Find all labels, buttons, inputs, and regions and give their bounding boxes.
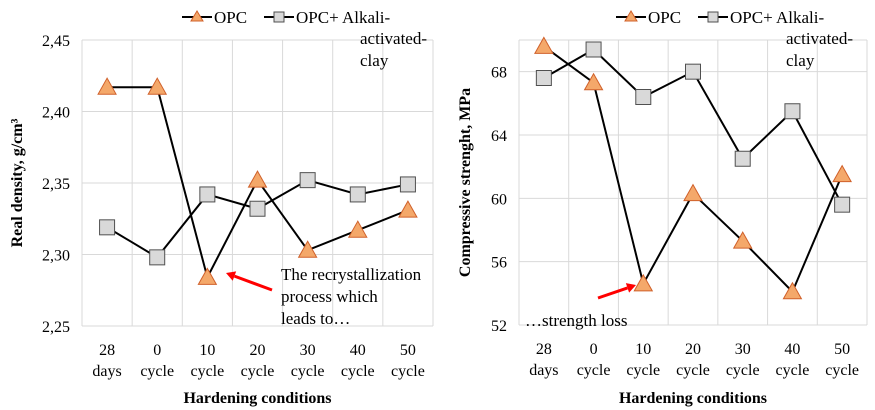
x-tick-label: 10 (199, 342, 215, 359)
x-tick-label: 28 (99, 342, 115, 359)
x-tick-label: 40 (784, 341, 800, 358)
mix-data-point (99, 219, 116, 236)
legend-mix-label: clay (786, 51, 815, 70)
opc-data-point (683, 183, 703, 202)
opc-data-point (297, 240, 318, 258)
mix-data-point (635, 89, 652, 105)
x-axis-title: Hardening conditions (183, 390, 331, 407)
legend-square-icon (707, 11, 719, 23)
y-tick-label: 2,25 (42, 319, 70, 336)
legend: OPC OPC+ Alkali-activated-clay (182, 8, 427, 70)
x-axis-title: Hardening conditions (619, 390, 767, 407)
x-tick-label: cycle (825, 362, 859, 379)
legend-triangle-icon (190, 10, 204, 22)
opc-data-point (782, 281, 803, 300)
x-tick-label: 0 (590, 341, 598, 358)
x-tick-label: days (529, 362, 558, 379)
y-tick-label: 2,45 (42, 33, 70, 50)
x-tick-label: cycle (626, 362, 660, 379)
opc-data-point (583, 72, 604, 91)
opc-data-point (247, 170, 268, 188)
y-axis-title: Real density, g/cm³ (9, 118, 26, 247)
mix-data-point (685, 63, 701, 80)
x-tick-label: cycle (391, 363, 425, 380)
opc-data-point (732, 231, 753, 249)
strength-chart: 52 56 60 64 68 28 days 0 cycle 10 cycle 20 cycle 30 cy… (457, 8, 868, 407)
opc-data-point (398, 200, 418, 218)
annotation-arrow (597, 286, 628, 300)
x-tick-label: days (92, 363, 121, 380)
legend-mix-label: activated- (786, 29, 853, 48)
x-tick-label: cycle (241, 363, 275, 380)
mix-data-point (734, 150, 751, 167)
annotation-arrowhead-icon (226, 271, 237, 281)
annotation-text: leads to… (281, 309, 350, 328)
opc-data-point (347, 220, 368, 238)
mix-data-point (585, 41, 602, 58)
x-tick-label: 20 (685, 341, 701, 358)
x-tick-label: 50 (400, 342, 416, 359)
x-tick-label: cycle (726, 362, 760, 379)
x-tick-label: 30 (300, 342, 316, 359)
legend: OPC OPC+ Alkali-activated-clay (616, 8, 853, 70)
annotation-text: …strength loss (525, 311, 627, 330)
opc-data-point (97, 77, 117, 95)
y-tick-label: 60 (491, 191, 507, 208)
annotation-arrowhead-icon (625, 283, 636, 293)
legend-mix-label: OPC+ Alkali- (296, 8, 390, 27)
x-tick-label: cycle (776, 362, 810, 379)
mix-data-point (834, 196, 851, 213)
annotation-text: process which (281, 287, 378, 306)
mix-data-point (299, 172, 316, 189)
x-tick-label: cycle (676, 362, 710, 379)
x-tick-label: cycle (140, 363, 174, 380)
opc-data-point (633, 273, 654, 292)
y-tick-label: 2,30 (42, 248, 70, 265)
opc-data-point (832, 164, 852, 183)
legend-opc-label: OPC (648, 8, 681, 27)
mix-data-point (349, 186, 366, 203)
y-tick-label: 64 (491, 128, 507, 145)
annotation-text: The recrystallization (281, 265, 422, 284)
legend-mix-label: OPC+ Alkali- (730, 8, 824, 27)
legend-mix-label: activated- (360, 29, 427, 48)
mix-data-point (249, 200, 266, 217)
annotation-arrow (233, 274, 273, 292)
legend-opc-label: OPC (214, 8, 247, 27)
x-tick-label: 0 (153, 342, 161, 359)
legend-mix-label: clay (360, 51, 389, 70)
legend-triangle-icon (624, 10, 638, 22)
mix-data-point (535, 70, 552, 86)
mix-data-point (784, 103, 801, 120)
y-tick-label: 56 (491, 255, 507, 272)
x-tick-label: cycle (577, 362, 611, 379)
y-tick-label: 2,40 (42, 105, 70, 122)
x-tick-label: 28 (536, 341, 552, 358)
mix-data-point (149, 249, 166, 266)
y-tick-label: 52 (491, 318, 507, 335)
density-chart: 2,25 2,30 2,35 2,40 2,45 28 days 0 cycle 10 cycle 2… (9, 8, 434, 407)
opc-data-point (534, 36, 554, 54)
mix-data-point (399, 176, 416, 193)
x-tick-label: 10 (635, 341, 651, 358)
x-tick-label: 20 (250, 342, 266, 359)
opc-data-point (197, 267, 218, 285)
opc-data-point (147, 77, 168, 95)
x-tick-label: 50 (834, 341, 850, 358)
y-tick-label: 68 (491, 65, 507, 82)
legend-square-icon (273, 11, 285, 23)
x-tick-label: 40 (350, 342, 366, 359)
mix-data-point (199, 186, 216, 203)
y-tick-label: 2,35 (42, 176, 70, 193)
x-tick-label: cycle (291, 363, 325, 380)
x-tick-label: 30 (735, 341, 751, 358)
x-tick-label: cycle (341, 363, 375, 380)
x-tick-label: cycle (190, 363, 224, 380)
y-axis-title: Compressive strenght, MPa (457, 88, 474, 277)
